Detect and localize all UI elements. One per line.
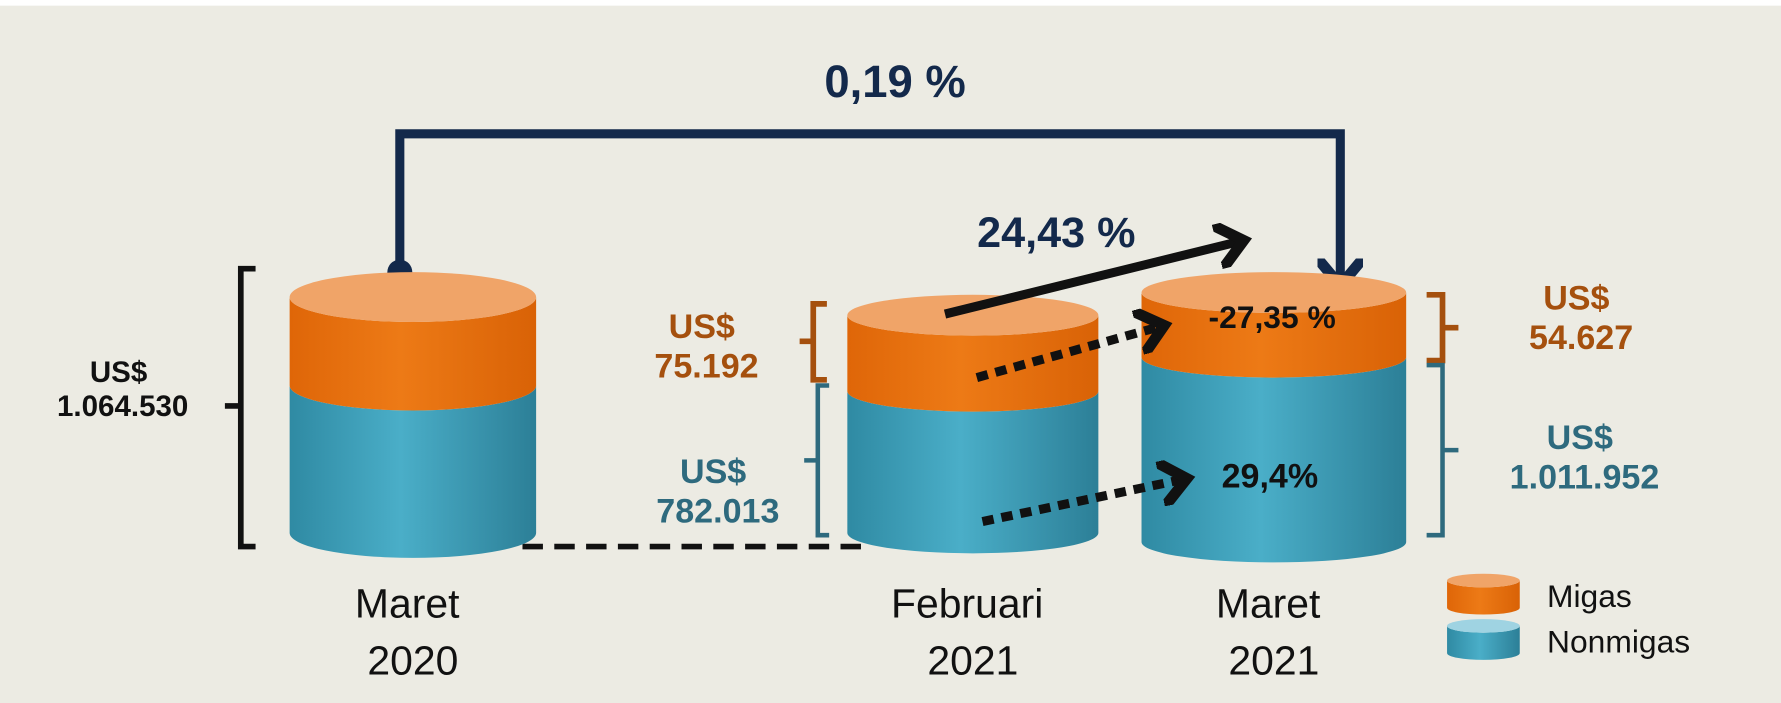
legend-label: Migas: [1547, 578, 1632, 614]
change-label: 29,4%: [1222, 457, 1319, 495]
cylinder-top: [1141, 272, 1407, 313]
arrow-nonmigas: [981, 478, 1187, 527]
cylinder-migas: [289, 297, 537, 411]
category-label: Februari 2021: [891, 580, 1055, 683]
change-label: -27,35 %: [1209, 299, 1336, 335]
legend-swatch-top: [1447, 573, 1520, 588]
bracket-total: [224, 265, 256, 550]
cylinder-top: [847, 294, 1099, 336]
cylinder-nonmigas: [1141, 357, 1407, 563]
change-label: 24,43 %: [977, 209, 1135, 257]
bracket-feb-nonmigas: [804, 383, 830, 538]
connector-yoy: [395, 129, 1340, 286]
value-label: US$ 54.627: [1529, 279, 1633, 357]
arrow-migas: [975, 325, 1164, 382]
cylinder-nonmigas: [847, 391, 1099, 554]
total-label: US$ 1.064.530: [57, 356, 188, 423]
top-strip: [0, 0, 1781, 6]
cylinder-migas: [1141, 292, 1407, 378]
category-label: Maret 2020: [355, 580, 471, 683]
category-label: Maret 2021: [1216, 580, 1332, 683]
value-label: US$ 782.013: [656, 453, 779, 531]
legend-label: Nonmigas: [1547, 623, 1690, 659]
bracket-feb-migas: [799, 301, 827, 383]
legend-swatch: [1447, 580, 1520, 615]
legend-swatch: [1447, 625, 1520, 660]
arrow-mtm: [943, 240, 1244, 319]
legend-swatch-top: [1447, 619, 1520, 633]
change-label: 0,19 %: [824, 56, 965, 107]
cylinder-nonmigas: [289, 385, 537, 558]
value-label: US$ 1.011.952: [1510, 419, 1660, 497]
cylinder-migas: [847, 315, 1099, 412]
bracket-mar-migas: [1426, 291, 1459, 364]
bracket-mar-nonmigas: [1426, 362, 1459, 538]
value-label: US$ 75.192: [654, 308, 758, 386]
cylinder-top: [289, 272, 537, 323]
